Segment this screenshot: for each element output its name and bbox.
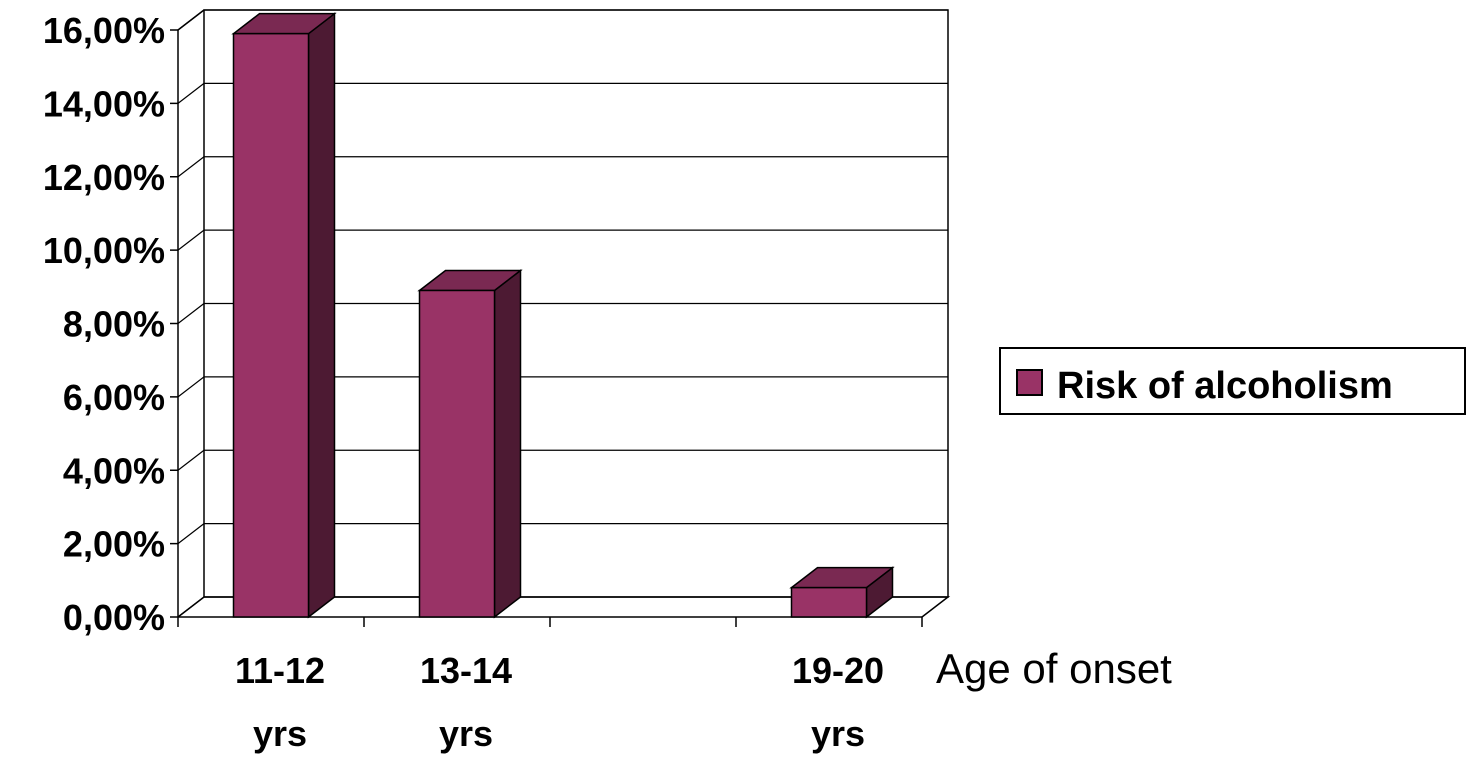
legend-label: Risk of alcoholism bbox=[1057, 365, 1393, 407]
x-axis-title: Age of onset bbox=[936, 645, 1172, 692]
legend-box bbox=[999, 347, 1466, 415]
bar-front bbox=[232, 32, 310, 618]
y-tick-label: 10,00% bbox=[43, 230, 165, 271]
side-gridline bbox=[177, 449, 205, 471]
x-category-label: yrs bbox=[253, 713, 307, 754]
y-tick-label: 2,00% bbox=[63, 524, 165, 565]
y-tick-label: 4,00% bbox=[63, 450, 165, 491]
bars bbox=[231, 12, 895, 619]
side-gridline bbox=[177, 156, 205, 178]
y-tick-label: 12,00% bbox=[43, 157, 165, 198]
x-category-label: 13-14 bbox=[420, 650, 512, 691]
legend: Risk of alcoholism bbox=[999, 347, 1466, 415]
x-category-label: 19-20 bbox=[792, 650, 884, 691]
side-gridline bbox=[177, 229, 205, 251]
side-gridline bbox=[177, 9, 205, 31]
x-axis-category-labels: 11-12 yrs 13-14 yrs 19-20 yrs bbox=[235, 650, 884, 754]
side-gridline bbox=[177, 523, 205, 545]
y-tick-label: 14,00% bbox=[43, 83, 165, 124]
side-gridline bbox=[177, 596, 205, 618]
x-category-label: yrs bbox=[811, 713, 865, 754]
y-tick-label: 16,00% bbox=[43, 10, 165, 51]
bar bbox=[789, 566, 895, 619]
y-axis-tick-labels: 0,00% 2,00% 4,00% 6,00% 8,00% 10,00% 12,00% 14,… bbox=[43, 10, 165, 638]
bar-side bbox=[307, 12, 336, 619]
y-tick-label: 0,00% bbox=[63, 597, 165, 638]
side-gridline bbox=[177, 303, 205, 324]
bar bbox=[417, 268, 523, 619]
bar bbox=[231, 12, 337, 619]
bar-front bbox=[790, 586, 868, 618]
y-tick-label: 8,00% bbox=[63, 304, 165, 345]
legend-swatch bbox=[1016, 369, 1043, 396]
side-gridline bbox=[177, 82, 205, 104]
side-gridline bbox=[177, 376, 205, 398]
x-category-label: 11-12 bbox=[235, 650, 325, 691]
x-category-label: yrs bbox=[439, 713, 493, 754]
y-tick-label: 6,00% bbox=[63, 377, 165, 418]
bar-side bbox=[493, 268, 522, 619]
bar-front bbox=[418, 289, 496, 618]
